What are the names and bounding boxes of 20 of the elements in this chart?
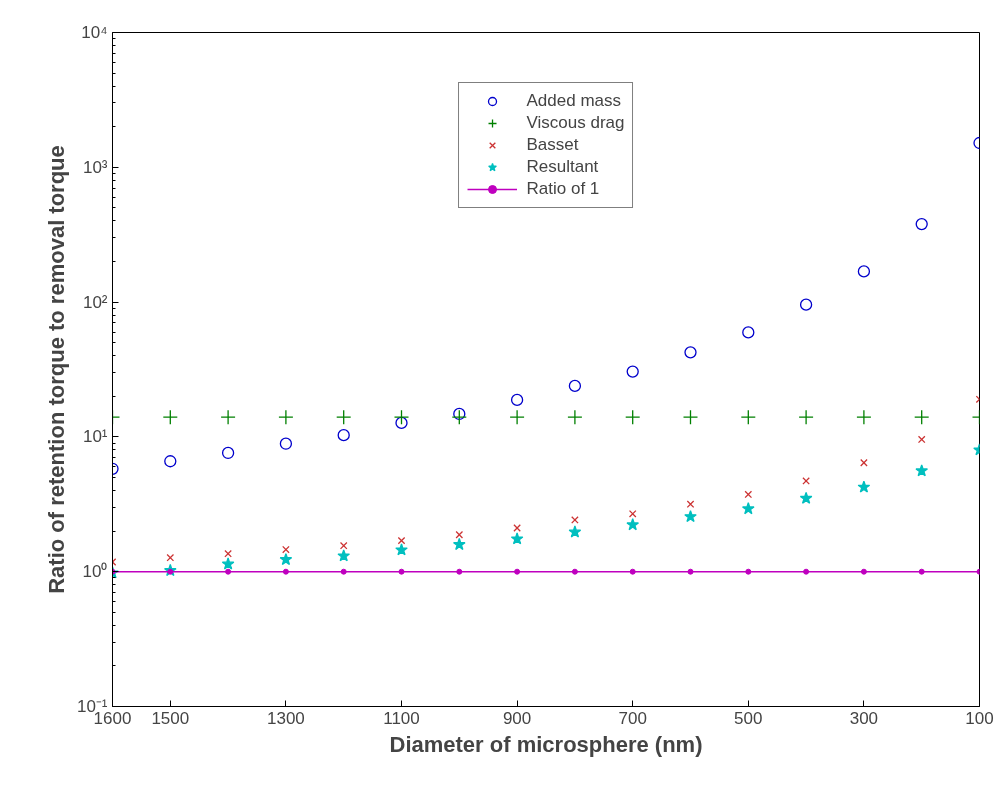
x-tick-label: 1500 — [151, 708, 190, 728]
legend-label: Ratio of 1 — [526, 179, 600, 199]
x-tick-label: 300 — [849, 708, 879, 728]
y-tick-label: 10⁴ — [81, 23, 108, 42]
legend-label: Resultant — [526, 157, 599, 177]
y-tick-label: 10¹ — [82, 427, 108, 447]
y-tick-label: 10³ — [82, 157, 108, 177]
y-tick-label: 10⁰ — [82, 562, 108, 582]
x-tick-label: 500 — [734, 708, 763, 728]
legend-label: Basset — [526, 135, 579, 155]
y-tick-label: 10² — [82, 292, 108, 312]
x-tick-label: 900 — [502, 708, 532, 728]
y-axis-title: Ratio of retention torque to removal torque — [43, 145, 69, 594]
x-tick-label: 1100 — [383, 708, 420, 728]
x-axis-title: Diameter of microsphere (nm) — [389, 731, 703, 757]
legend-label: Added mass — [526, 91, 622, 111]
legend-label: Viscous drag — [526, 113, 625, 133]
x-tick-label: 100 — [965, 708, 994, 728]
x-tick-label: 700 — [618, 708, 647, 728]
x-tick-label: 1300 — [266, 708, 305, 728]
